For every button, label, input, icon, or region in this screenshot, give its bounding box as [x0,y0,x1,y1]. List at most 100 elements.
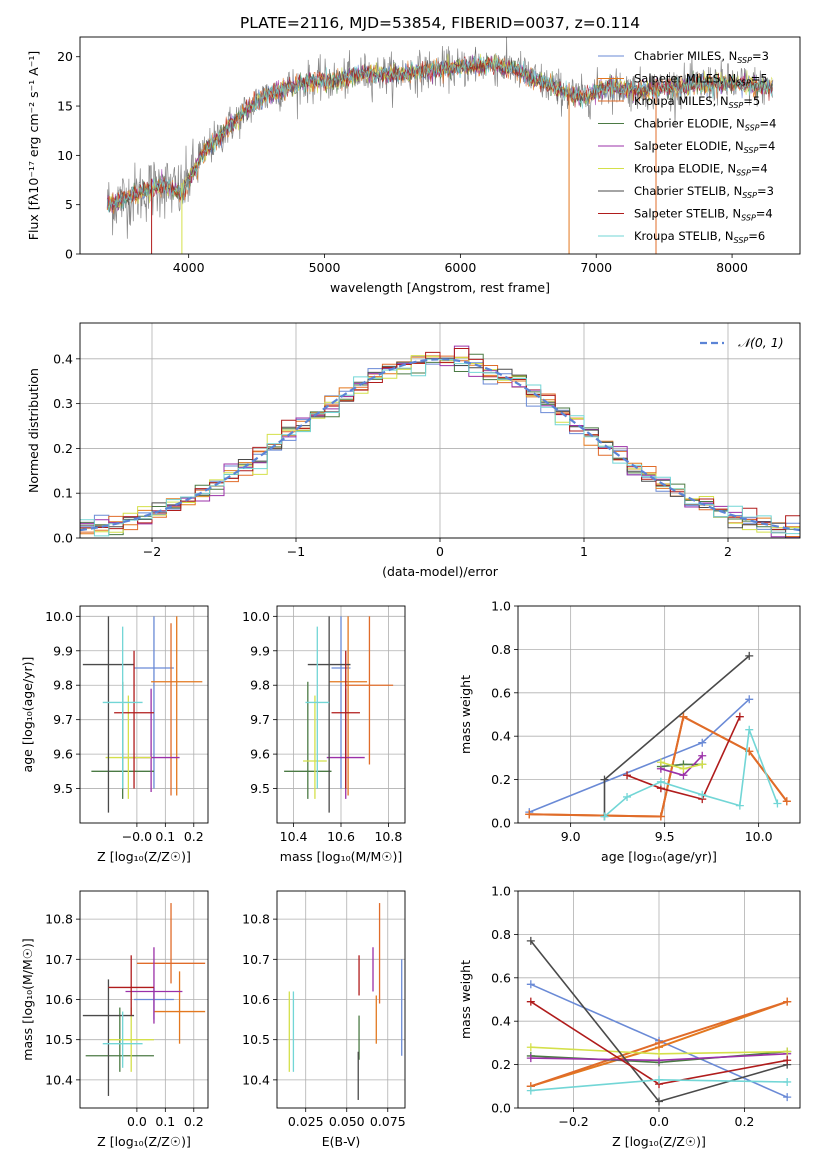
weight-marker [655,1097,663,1106]
plot-area [284,616,394,813]
y-tick-label: 0.2 [491,1057,511,1072]
y-tick-label: 9.5 [250,781,270,796]
panel-age_vs_mass: 10.4 10.6 10.8 9.5 9.6 9.7 9.8 9.9 10.0 mass [log… [242,605,406,864]
axes-frame [517,605,801,824]
x-tick-label: 0.2 [184,1114,204,1129]
weight-marker [655,1038,663,1047]
residual-histogram [80,358,800,537]
y-tick-label: 0.6 [491,970,511,985]
weight-marker [526,1054,535,1063]
weight-marker [782,797,791,806]
weight-marker [526,936,535,945]
legend-label: Salpeter ELODIE, NSSP=4 [634,139,775,155]
x-axis-label: Z [log₁₀(Z/Z☉)] [612,1134,706,1149]
y-tick-label: 10 [57,148,73,163]
weight-marker [655,1049,663,1058]
y-tick-label: 9.9 [250,643,270,658]
x-tick-label: 7000 [580,260,612,275]
y-tick-label: 9.8 [53,678,73,693]
y-axis-label: mass weight [458,960,473,1039]
panel-spectrum: 4000 5000 6000 7000 8000 0 5 10 15 20 wavelength [… [26,36,801,295]
axes-frame [79,36,801,255]
x-tick-label: 1 [580,544,588,559]
weight-line [626,716,741,801]
y-tick-label: 15 [57,99,73,114]
y-axis-label: Flux [fλ10⁻¹⁷ erg cm⁻² s⁻¹ A⁻¹] [26,51,41,240]
plot-area [525,651,791,821]
weight-marker [745,695,754,704]
weight-marker [525,810,534,819]
weight-marker [783,997,792,1006]
plot-area [106,37,774,254]
y-tick-label: 9.5 [53,781,73,796]
panel-residuals: −2 −1 0 1 2 0.0 0.1 0.2 0.3 0.4 (data-model)/error… [26,322,801,579]
x-tick-label: −0.2 [558,1114,588,1129]
y-tick-label: 9.7 [250,712,270,727]
weight-marker [698,790,707,799]
x-tick-label: 2 [724,544,732,559]
x-axis-label: Z [log₁₀(Z/Z☉)] [97,1134,191,1149]
y-tick-label: 10.8 [242,912,270,927]
y-axis-label: mass [log₁₀(M/M☉)] [20,938,35,1060]
y-tick-label: 0.4 [491,1014,511,1029]
y-tick-label: 1.0 [491,884,511,899]
weight-marker [735,712,744,721]
weight-marker [783,1077,792,1086]
x-tick-label: 8000 [716,260,748,275]
x-tick-label: 9.0 [561,829,581,844]
x-tick-label: 10.4 [280,829,308,844]
plot-area [82,616,203,813]
x-tick-label: 0.2 [735,1114,755,1129]
y-tick-label: 9.6 [250,747,270,762]
x-tick-label: 0.2 [184,829,204,844]
x-axis-label: age [log₁₀(age/yr)] [601,849,717,864]
legend-label: Salpeter STELIB, NSSP=4 [634,207,773,223]
y-tick-label: 9.8 [250,678,270,693]
x-axis-label: mass [log₁₀(M/M☉)] [280,849,402,864]
y-tick-label: 0.1 [53,486,73,501]
x-tick-label: −2 [143,544,161,559]
y-tick-label: 0.2 [53,441,73,456]
legend-label: Chabrier STELIB, NSSP=3 [634,184,774,200]
x-axis-label: Z [log₁₀(Z/Z☉)] [97,849,191,864]
axes-frame [276,890,406,1109]
y-tick-label: 5 [65,197,73,212]
panel-age_vs_Z: −0.0 0.1 0.2 9.5 9.6 9.7 9.8 9.9 10.0 Z [log₁₀(Z/… [20,605,209,864]
weight-marker [783,1047,792,1056]
weight-marker [783,1093,792,1102]
y-tick-label: 0.4 [53,351,73,366]
weight-marker [783,1056,792,1065]
y-tick-label: 0.8 [491,642,511,657]
y-tick-label: 0.4 [491,729,511,744]
weight-marker [679,764,688,773]
x-tick-label: 0.050 [329,1114,365,1129]
x-axis-label: wavelength [Angstrom, rest frame] [330,280,550,295]
y-tick-label: 0.0 [491,1101,511,1116]
model-spectrum [106,53,773,209]
axes-frame [79,605,209,824]
model-spectrum [107,56,773,213]
residual-histogram [80,348,800,530]
y-tick-label: 10.7 [242,952,270,967]
y-tick-label: 0.3 [53,396,73,411]
legend-label: Kroupa ELODIE, NSSP=4 [634,162,768,178]
weight-marker [623,792,632,801]
y-tick-label: 10.4 [45,1072,73,1087]
y-tick-label: 10.6 [45,992,73,1007]
y-tick-label: 9.6 [53,747,73,762]
weight-marker [600,775,609,784]
weight-marker [698,751,707,760]
weight-marker [656,812,665,821]
y-tick-label: 0.8 [491,927,511,942]
axes-frame [276,605,406,824]
y-tick-label: 10.6 [242,992,270,1007]
y-tick-label: 10.5 [242,1032,270,1047]
x-axis-label: (data-model)/error [382,564,499,579]
panel-mass_vs_ebv: 0.025 0.050 0.075 10.4 10.5 10.6 10.7 10.8 E(B-V… [242,890,406,1149]
x-tick-label: 0.1 [155,829,175,844]
weight-marker [526,1043,535,1052]
weight-marker [656,777,665,786]
weight-marker [526,997,535,1006]
y-tick-label: 10.5 [45,1032,73,1047]
axes-frame [517,890,801,1109]
